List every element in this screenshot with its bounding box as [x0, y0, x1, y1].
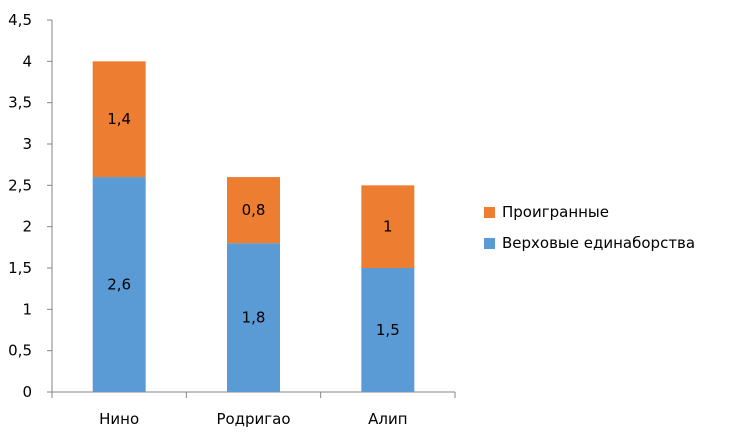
x-tick-label: Родригао	[216, 410, 290, 428]
y-tick-label: 2	[22, 218, 32, 236]
x-tick-label: Нино	[99, 410, 139, 428]
bar-segment	[361, 185, 415, 268]
data-label: 0,8	[242, 201, 266, 219]
y-tick-label: 2,5	[8, 176, 32, 194]
data-label: 1,8	[242, 309, 266, 327]
legend-label: Проигранные	[502, 203, 609, 221]
y-tick-label: 3,5	[8, 94, 32, 112]
y-tick-label: 3	[22, 135, 32, 153]
legend-swatch	[484, 207, 495, 218]
y-tick-label: 0,5	[8, 342, 32, 360]
bar-segment	[227, 177, 280, 244]
legend-swatch	[484, 238, 495, 249]
y-tick-label: 0	[22, 383, 32, 401]
data-label: 1,5	[376, 321, 400, 339]
data-label: 2,6	[107, 276, 131, 294]
bar-segment	[361, 268, 415, 392]
bar-segment	[92, 177, 146, 392]
data-label: 1,4	[107, 110, 131, 128]
x-tick-label: Алип	[368, 410, 407, 428]
y-tick-label: 1,5	[8, 259, 32, 277]
y-tick-label: 1	[22, 300, 32, 318]
y-tick-label: 4,5	[8, 11, 32, 29]
bar-segment	[92, 61, 146, 178]
data-label: 1	[383, 218, 393, 236]
y-tick-label: 4	[22, 52, 32, 70]
legend-label: Верховые единаборства	[502, 234, 695, 252]
bar-segment	[227, 243, 280, 392]
